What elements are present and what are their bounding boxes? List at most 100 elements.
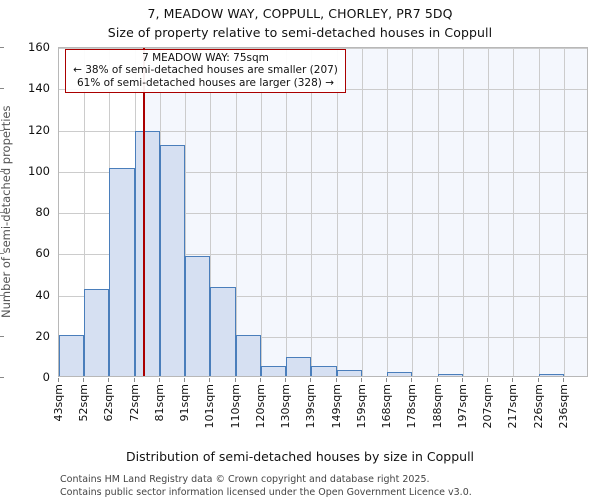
- histogram-bar: [311, 365, 337, 376]
- y-axis-tick-label: 20: [35, 328, 50, 343]
- histogram-bar: [286, 357, 312, 376]
- gridline-horizontal: [59, 254, 587, 256]
- gridline-vertical: [361, 48, 363, 376]
- y-axis-tick-mark: [0, 88, 4, 90]
- x-axis-tick-label: 197sqm: [455, 384, 469, 429]
- histogram-bar: [336, 369, 362, 376]
- x-axis-ticks: 43sqm 52sqm 62sqm 72sqm 81sqm 91sqm 101sqm 110s…: [52, 378, 588, 448]
- gridline-vertical: [488, 48, 490, 376]
- x-axis-tick-mark: [310, 378, 312, 382]
- histogram-bar: [159, 145, 186, 376]
- gridline-vertical: [538, 48, 540, 376]
- x-axis-tick-label: 139sqm: [304, 384, 318, 429]
- x-axis-tick-label: 52sqm: [77, 384, 91, 422]
- x-axis-tick-mark: [411, 378, 413, 382]
- x-axis-tick-label: 236sqm: [556, 384, 570, 429]
- x-axis-tick-label: 120sqm: [253, 384, 267, 429]
- gridline-horizontal: [59, 171, 587, 173]
- gridline-vertical: [185, 48, 187, 376]
- annotation-line-3: 61% of semi-detached houses are larger (…: [77, 76, 334, 89]
- page-title: 7, MEADOW WAY, COPPULL, CHORLEY, PR7 5DQ: [147, 6, 453, 21]
- chart-title-block: 7, MEADOW WAY, COPPULL, CHORLEY, PR7 5DQ…: [0, 0, 600, 40]
- x-axis-tick-mark: [360, 378, 362, 382]
- gridline-horizontal: [59, 295, 587, 297]
- x-axis-tick-mark: [461, 378, 463, 382]
- x-axis-tick-label: 62sqm: [102, 384, 116, 422]
- gridline-vertical: [563, 48, 565, 376]
- gridline-vertical: [513, 48, 515, 376]
- x-axis-tick-mark: [335, 378, 337, 382]
- gridline-vertical: [387, 48, 389, 376]
- y-axis-tick-mark: [0, 253, 4, 255]
- histogram-bar: [59, 334, 85, 376]
- x-axis-tick-mark: [259, 378, 261, 382]
- x-axis-tick-mark: [209, 378, 211, 382]
- gridline-horizontal: [59, 48, 587, 49]
- histogram-bar: [260, 365, 287, 376]
- x-axis-tick-mark: [386, 378, 388, 382]
- x-axis-tick-mark: [512, 378, 514, 382]
- histogram-bar: [185, 256, 211, 376]
- x-axis-tick-label: 101sqm: [203, 384, 217, 429]
- annotation-line-1: 7 MEADOW WAY: 75sqm: [142, 52, 269, 64]
- gridline-vertical: [286, 48, 288, 376]
- y-axis-tick-label: 160: [28, 40, 50, 54]
- x-axis-tick-label: 81sqm: [152, 384, 166, 422]
- annotation-line-2: ← 38% of semi-detached houses are smalle…: [73, 64, 338, 77]
- x-axis-tick-label: 168sqm: [380, 384, 394, 429]
- x-axis-tick-label: 226sqm: [531, 384, 545, 429]
- gridline-vertical: [311, 48, 313, 376]
- gridline-vertical: [235, 48, 237, 376]
- gridline-vertical: [260, 48, 262, 376]
- x-axis-tick-mark: [83, 378, 85, 382]
- x-axis-tick-label: 188sqm: [430, 384, 444, 429]
- histogram-bar: [538, 373, 564, 376]
- gridline-horizontal: [59, 336, 587, 338]
- gridline-horizontal: [59, 213, 587, 214]
- y-axis-tick-label: 40: [35, 287, 50, 302]
- chart-subtitle: Size of property relative to semi-detach…: [107, 25, 493, 40]
- x-axis-tick-mark: [487, 378, 489, 382]
- y-axis-tick-label: 60: [35, 246, 50, 261]
- gridline-vertical: [84, 48, 86, 376]
- x-axis-tick-mark: [108, 378, 110, 382]
- x-axis-tick-mark: [436, 378, 438, 382]
- plot-area: [58, 47, 588, 377]
- property-marker-line: [143, 48, 145, 376]
- x-axis-tick-label: 217sqm: [506, 384, 520, 429]
- histogram-bar: [210, 287, 236, 376]
- y-axis-tick-mark: [0, 129, 4, 131]
- gridline-horizontal: [59, 130, 587, 132]
- y-axis-tick-mark: [0, 335, 4, 337]
- gridline-vertical: [437, 48, 439, 376]
- annotation-box: 7 MEADOW WAY: 75sqm ← 38% of semi-detach…: [65, 49, 346, 94]
- x-axis-tick-label: 130sqm: [279, 384, 293, 429]
- histogram-bars: [59, 48, 587, 376]
- x-axis-tick-mark: [133, 378, 135, 382]
- x-axis-tick-mark: [537, 378, 539, 382]
- y-axis-tick-mark: [0, 377, 4, 378]
- x-axis-tick-label: 43sqm: [52, 384, 65, 422]
- x-axis-tick-label: 178sqm: [405, 384, 419, 429]
- histogram-bar: [235, 334, 261, 376]
- x-axis-tick-mark: [184, 378, 186, 382]
- histogram-bar: [387, 371, 413, 376]
- y-axis-tick-label: 100: [28, 163, 50, 178]
- x-axis-tick-mark: [158, 378, 160, 382]
- footer-line-2: Contains public sector information licen…: [60, 486, 472, 498]
- y-axis-tick-mark: [0, 47, 4, 48]
- gridline-vertical: [412, 48, 414, 376]
- x-axis-tick-label: 72sqm: [127, 384, 141, 422]
- x-axis-label: Distribution of semi-detached houses by …: [125, 449, 475, 464]
- x-axis-tick-mark: [285, 378, 287, 382]
- histogram-bar: [437, 373, 463, 376]
- gridline-vertical: [462, 48, 464, 376]
- y-axis-tick-mark: [0, 170, 4, 172]
- y-axis-tick-mark: [0, 294, 4, 296]
- x-axis-tick-label: 207sqm: [481, 384, 495, 429]
- gridline-vertical: [336, 48, 338, 376]
- histogram-bar: [134, 130, 160, 376]
- x-axis-tick-mark: [234, 378, 236, 382]
- footer-line-1: Contains HM Land Registry data © Crown c…: [60, 474, 430, 485]
